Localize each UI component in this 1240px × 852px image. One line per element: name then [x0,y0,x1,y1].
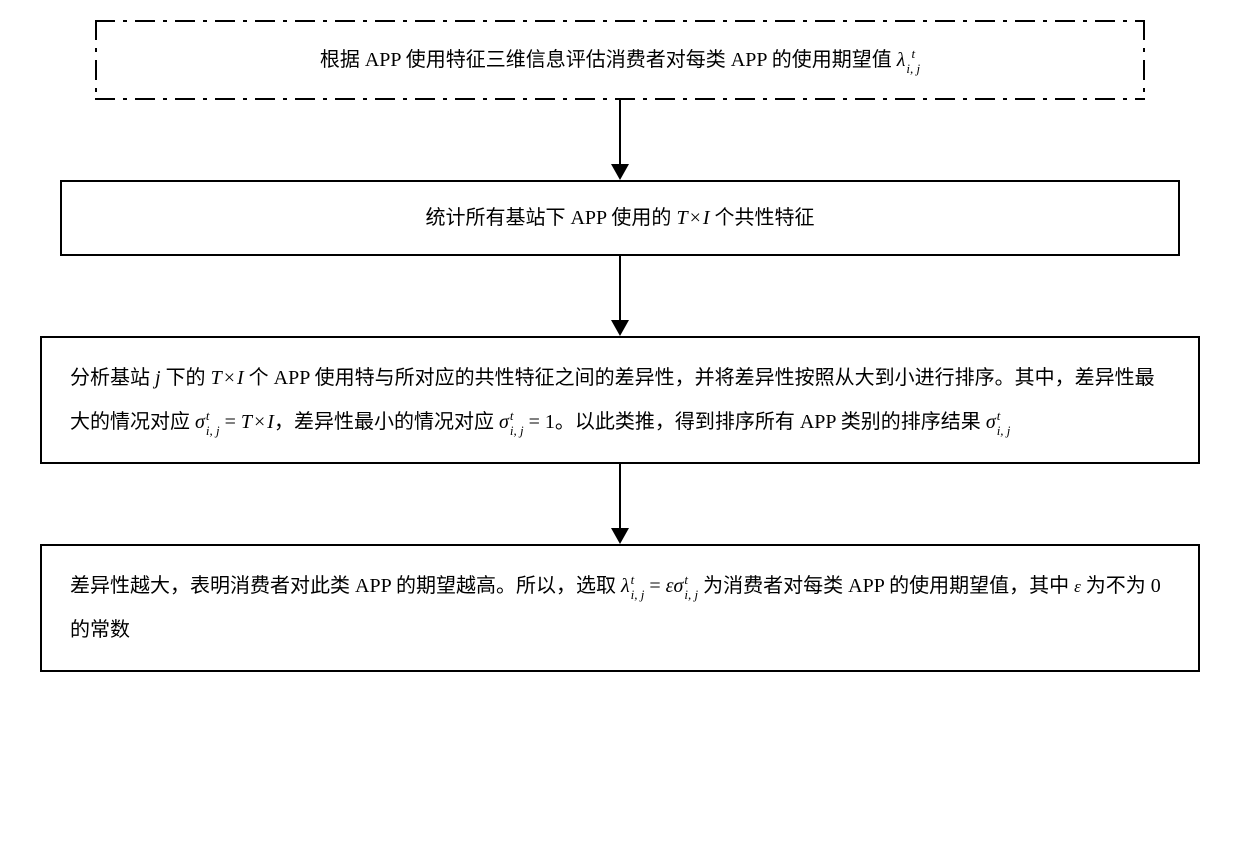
var-I: I [267,411,274,433]
arrow-3 [611,464,629,544]
epsilon-var: ε [1074,577,1081,596]
var-T: T [676,207,687,229]
sigma-symbol: σ [499,411,509,433]
arrow-head-icon [611,320,629,336]
var-I: I [237,367,244,389]
times-op: × [688,207,703,229]
arrow-line [619,256,621,320]
sigma-symbol: σ [674,575,684,597]
sigma-supsub: ti, j [510,409,524,437]
n4-seg2: 为消费者对每类 APP 的使用期望值，其中 [698,575,1074,597]
arrow-head-icon [611,528,629,544]
arrow-1 [611,100,629,180]
node-2: 统计所有基站下 APP 使用的 T×I 个共性特征 [60,180,1180,256]
lambda-symbol: λ [897,49,906,71]
node-3: 分析基站 j 下的 T×I 个 APP 使用特与所对应的共性特征之间的差异性，并… [40,336,1200,464]
sigma-symbol: σ [986,411,996,433]
epsilon-symbol: ε [666,575,674,597]
node-4: 差异性越大，表明消费者对此类 APP 的期望越高。所以，选取 λti, j = … [40,544,1200,672]
arrow-line [619,100,621,164]
lambda-supsub: ti, j [906,47,920,75]
times-op: × [222,367,237,389]
eq-sign: = [644,575,665,597]
n3-seg1a: 分析基站 [70,367,155,389]
arrow-2 [611,256,629,336]
n4-seg1: 差异性越大，表明消费者对此类 APP 的期望越高。所以，选取 [70,575,621,597]
sigma-supsub: ti, j [206,409,220,437]
one: 1 [545,411,555,433]
node-2-suffix: 个共性特征 [710,207,815,229]
node-2-prefix: 统计所有基站下 APP 使用的 [425,207,676,229]
var-T: T [241,411,252,433]
node-1: 根据 APP 使用特征三维信息评估消费者对每类 APP 的使用期望值 λti, … [95,20,1145,100]
eq-sign: = [524,411,545,433]
sigma-symbol: σ [195,411,205,433]
n3-seg3: 。以此类推，得到排序所有 APP 类别的排序结果 [555,411,986,433]
lambda-supsub: ti, j [631,573,645,601]
eq-sign: = [220,411,241,433]
sigma-supsub: ti, j [997,409,1011,437]
node-1-text: 根据 APP 使用特征三维信息评估消费者对每类 APP 的使用期望值 [320,49,897,71]
sigma-supsub: ti, j [684,573,698,601]
n3-seg2: ，差异性最小的情况对应 [274,411,499,433]
times-op: × [252,411,267,433]
n3-seg1b: 下的 [161,367,211,389]
var-I: I [703,207,710,229]
lambda-symbol: λ [621,575,630,597]
flowchart-container: 根据 APP 使用特征三维信息评估消费者对每类 APP 的使用期望值 λti, … [40,20,1200,672]
arrow-head-icon [611,164,629,180]
var-T: T [211,367,222,389]
arrow-line [619,464,621,528]
